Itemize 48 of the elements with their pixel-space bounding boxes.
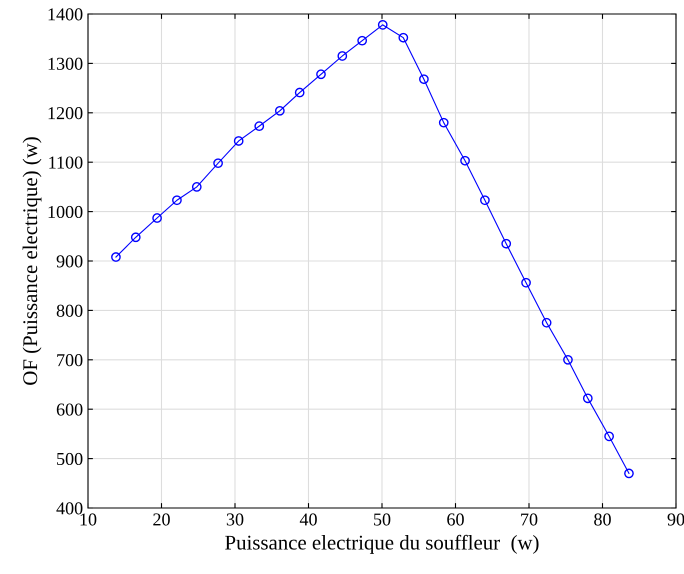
point [337, 51, 348, 61]
y-tick-label: 800 [56, 304, 82, 317]
point [501, 238, 512, 249]
x-tick-label: 30 [226, 513, 244, 526]
point [130, 232, 141, 242]
x-tick-label: 40 [300, 513, 317, 526]
point [294, 88, 305, 98]
point [234, 136, 244, 146]
point [480, 195, 490, 206]
y-tick-label: 700 [57, 354, 82, 366]
point [624, 468, 634, 478]
point [378, 20, 388, 30]
point [438, 118, 449, 128]
point [192, 182, 202, 192]
point [357, 36, 368, 46]
x-tick-label: 10 [80, 513, 96, 526]
point [419, 74, 429, 84]
x-tick-label: 70 [521, 513, 538, 526]
y-tick-label: 600 [56, 403, 82, 416]
y-tick-label: 1000 [48, 206, 82, 218]
point [274, 106, 285, 116]
x-tick-label: 60 [447, 513, 464, 526]
point [604, 432, 614, 442]
y-tick-label: 1200 [48, 107, 82, 120]
point [563, 354, 573, 365]
y-tick-label: 1400 [48, 8, 82, 20]
point [521, 278, 531, 288]
point [213, 158, 223, 168]
point [172, 195, 182, 206]
point [582, 393, 593, 404]
y-axis-title: OF (Puissance electrique) (w) [22, 137, 42, 385]
point [460, 156, 470, 166]
y-tick-label: 900 [56, 255, 82, 268]
y-tick-label: 1100 [49, 156, 82, 169]
point [152, 213, 162, 223]
x-tick-label: 50 [374, 513, 390, 526]
x-tick-label: 80 [594, 513, 611, 526]
point [254, 121, 264, 131]
y-tick-label: 500 [57, 452, 82, 466]
point [542, 318, 552, 328]
point [111, 252, 121, 262]
x-tick-label: 90 [668, 513, 684, 526]
y-tick-label: 400 [56, 502, 82, 514]
x-axis-title: Puissance electrique du souffleur (w) [225, 534, 539, 554]
y-tick-label: 1300 [48, 58, 82, 70]
x-tick-label: 20 [153, 513, 170, 526]
point [398, 32, 408, 43]
point [316, 69, 326, 80]
